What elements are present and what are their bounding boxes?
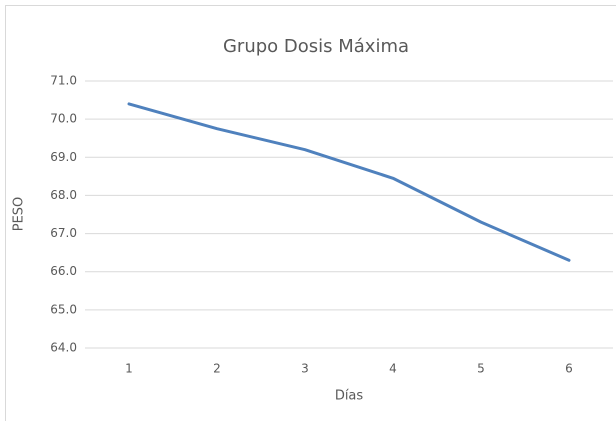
y-tick-label: 69.0 bbox=[50, 150, 77, 164]
y-tick-label: 65.0 bbox=[50, 302, 77, 316]
x-tick-label: 4 bbox=[389, 362, 397, 376]
chart-border bbox=[5, 5, 616, 421]
y-tick-label: 70.0 bbox=[50, 112, 77, 126]
x-tick-label: 2 bbox=[213, 362, 221, 376]
y-tick-label: 67.0 bbox=[50, 226, 77, 240]
x-tick-label: 1 bbox=[125, 362, 133, 376]
y-axis-label: PESO bbox=[12, 197, 27, 232]
y-tick-label: 66.0 bbox=[50, 264, 77, 278]
y-tick-label: 71.0 bbox=[50, 74, 77, 88]
x-tick-label: 6 bbox=[565, 362, 573, 376]
x-tick-label: 5 bbox=[477, 362, 485, 376]
y-tick-label: 64.0 bbox=[50, 341, 77, 355]
x-tick-label: 3 bbox=[301, 362, 309, 376]
data-line bbox=[127, 102, 571, 262]
y-tick-label: 68.0 bbox=[50, 188, 77, 202]
chart-title: Grupo Dosis Máxima bbox=[223, 36, 409, 57]
x-axis-label: Días bbox=[335, 389, 364, 404]
